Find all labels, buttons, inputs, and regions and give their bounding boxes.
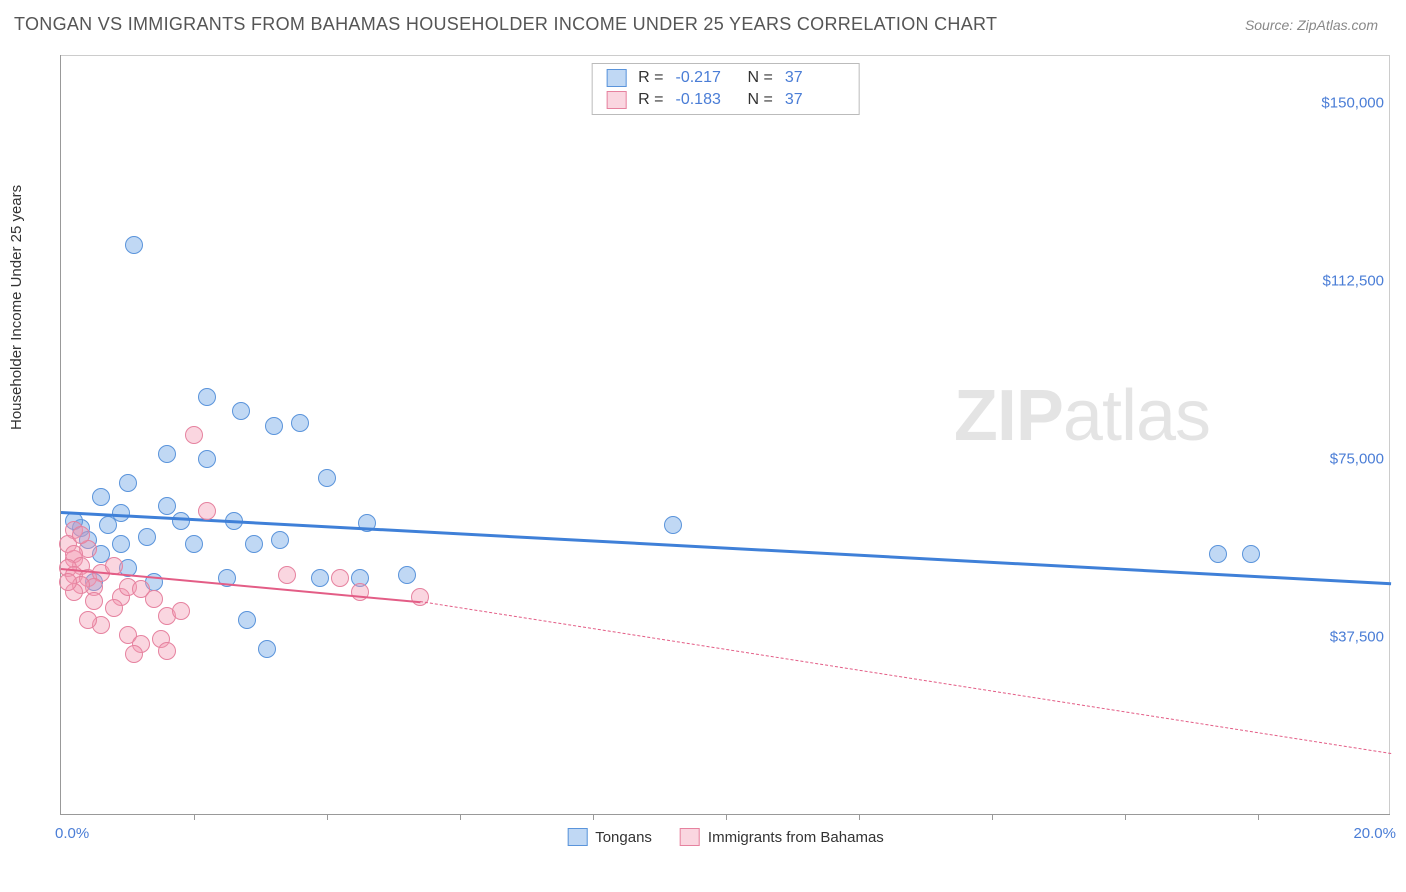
series-swatch [680, 828, 700, 846]
stat-r-value: -0.183 [676, 91, 736, 109]
x-tick-mark [992, 814, 993, 820]
data-point [1242, 545, 1260, 563]
data-point [664, 516, 682, 534]
stat-n-value: 37 [785, 69, 845, 87]
data-point [198, 450, 216, 468]
x-tick-mark [1258, 814, 1259, 820]
data-point [158, 497, 176, 515]
x-tick-label-max: 20.0% [1353, 825, 1396, 842]
data-point [278, 566, 296, 584]
stat-n-value: 37 [785, 91, 845, 109]
data-point [125, 645, 143, 663]
data-point [138, 528, 156, 546]
data-point [331, 569, 349, 587]
legend-item: Immigrants from Bahamas [680, 828, 884, 846]
data-point [119, 474, 137, 492]
trend-line [420, 601, 1391, 754]
y-tick-label: $150,000 [1321, 94, 1384, 111]
data-point [172, 512, 190, 530]
plot-area: ZIPatlas R =-0.217N =37R =-0.183N =37 To… [60, 55, 1390, 815]
data-point [238, 611, 256, 629]
y-axis-label: Householder Income Under 25 years [8, 185, 25, 430]
plot-border-right [1389, 55, 1390, 814]
data-point [125, 236, 143, 254]
data-point [112, 535, 130, 553]
x-tick-mark [460, 814, 461, 820]
chart-title: TONGAN VS IMMIGRANTS FROM BAHAMAS HOUSEH… [14, 14, 997, 35]
stats-row: R = -0.217 N = 37 [592, 67, 859, 89]
data-point [232, 402, 250, 420]
y-tick-label: $37,500 [1330, 628, 1384, 645]
stat-n-label: N = [748, 69, 773, 87]
data-point [92, 488, 110, 506]
data-point [198, 388, 216, 406]
stats-legend-box: R = -0.217 N = 37 R = -0.183 N = 37 [591, 63, 860, 115]
data-point [265, 417, 283, 435]
data-point [198, 502, 216, 520]
legend-item: Tongans [567, 828, 652, 846]
chart-header: TONGAN VS IMMIGRANTS FROM BAHAMAS HOUSEH… [0, 0, 1406, 49]
x-tick-mark [194, 814, 195, 820]
series-swatch [606, 69, 626, 87]
x-tick-label-min: 0.0% [55, 825, 89, 842]
chart-source: Source: ZipAtlas.com [1245, 17, 1378, 33]
stat-r-value: -0.217 [676, 69, 736, 87]
data-point [59, 573, 77, 591]
x-tick-mark [859, 814, 860, 820]
data-point [105, 599, 123, 617]
series-legend: Tongans Immigrants from Bahamas [567, 828, 884, 846]
data-point [185, 426, 203, 444]
x-tick-mark [726, 814, 727, 820]
data-point [172, 602, 190, 620]
legend-label: Immigrants from Bahamas [708, 829, 884, 846]
stat-r-label: R = [638, 69, 663, 87]
y-tick-label: $112,500 [1323, 272, 1384, 289]
plot-border-top [61, 55, 1390, 56]
data-point [245, 535, 263, 553]
data-point [158, 642, 176, 660]
data-point [311, 569, 329, 587]
stat-n-label: N = [748, 91, 773, 109]
x-tick-mark [593, 814, 594, 820]
data-point [145, 590, 163, 608]
data-point [185, 535, 203, 553]
data-point [79, 611, 97, 629]
series-swatch [606, 91, 626, 109]
y-tick-label: $75,000 [1330, 450, 1384, 467]
data-point [398, 566, 416, 584]
series-swatch [567, 828, 587, 846]
data-point [258, 640, 276, 658]
data-point [291, 414, 309, 432]
watermark: ZIPatlas [954, 375, 1210, 457]
data-point [318, 469, 336, 487]
x-tick-mark [1125, 814, 1126, 820]
stats-row: R = -0.183 N = 37 [592, 89, 859, 111]
data-point [1209, 545, 1227, 563]
data-point [72, 526, 90, 544]
data-point [158, 445, 176, 463]
legend-label: Tongans [595, 829, 652, 846]
data-point [271, 531, 289, 549]
stat-r-label: R = [638, 91, 663, 109]
data-point [85, 592, 103, 610]
x-tick-mark [327, 814, 328, 820]
